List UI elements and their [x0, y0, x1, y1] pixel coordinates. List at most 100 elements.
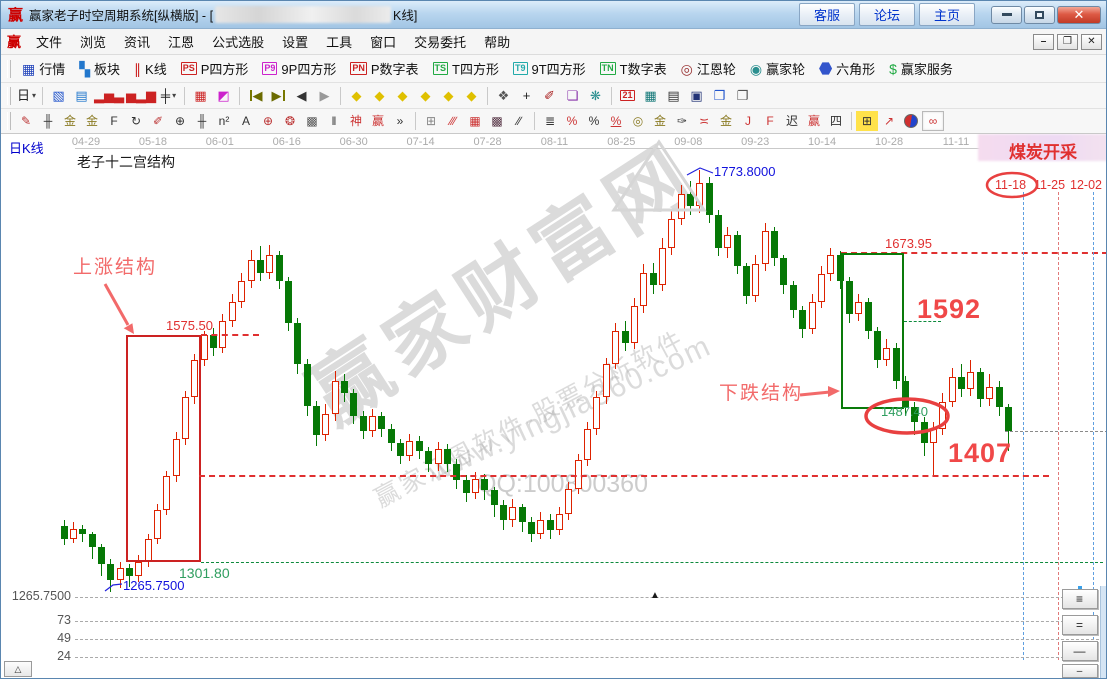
pane-layout-3-button[interactable]: ≡ — [1062, 589, 1098, 609]
channel-tool[interactable]: ≍ — [693, 111, 715, 131]
gold-line-tool[interactable]: 金 — [649, 111, 671, 131]
diamond-compress-tool[interactable]: ◆ — [414, 85, 437, 107]
nine-t-square-button[interactable]: T9 9T四方形 — [506, 57, 593, 81]
angle-measure-tool[interactable]: ✐ — [538, 85, 561, 107]
quote-tool[interactable]: ‖ — [323, 111, 345, 131]
menu-file[interactable]: 文件 — [36, 35, 63, 50]
infinity-icon[interactable]: ∞ — [922, 111, 944, 131]
f-fence-tool[interactable]: F — [103, 111, 125, 131]
homepage-button[interactable]: 主页 — [918, 3, 975, 26]
bars-3-icon[interactable]: ▂▅▃ — [93, 85, 125, 107]
winner-wheel-button[interactable]: ◉ 赢家轮 — [743, 57, 812, 81]
forum-button[interactable]: 论坛 — [858, 3, 915, 26]
customer-service-button[interactable]: 客服 — [798, 3, 855, 26]
hexagon-button[interactable]: 六角形 — [812, 57, 882, 81]
kline-button[interactable]: ∥ K线 — [127, 57, 174, 81]
go-first-button[interactable]: ◀ — [244, 85, 267, 107]
diamond-left-tool[interactable]: ◆ — [345, 85, 368, 107]
menu-trade-order[interactable]: 交易委托 — [414, 35, 467, 50]
smart-brain-icon[interactable]: ❋ — [584, 85, 607, 107]
brush-tool[interactable]: ✎ — [15, 111, 37, 131]
web-star-tool[interactable]: ❂ — [279, 111, 301, 131]
rays-tool[interactable]: ∕∕∕ — [442, 111, 464, 131]
go-last-button[interactable]: ▶ — [267, 85, 290, 107]
child-close-button[interactable]: ✕ — [1081, 33, 1102, 50]
calculator-button[interactable]: ▦ — [639, 85, 662, 107]
bars-9-icon[interactable]: ▅▂▆ — [125, 85, 157, 107]
shen-tool[interactable]: 神 — [345, 111, 367, 131]
web-button[interactable]: ❒ — [708, 85, 731, 107]
yinyang-icon[interactable] — [900, 111, 922, 131]
pane-layout-min-button[interactable]: – — [1062, 664, 1098, 678]
child-restore-button[interactable]: ❐ — [1057, 33, 1078, 50]
period-day-dropdown[interactable]: 日 ▾ — [15, 85, 38, 107]
gold-angle-tool[interactable]: 金 — [715, 111, 737, 131]
f-angle-tool[interactable]: F — [759, 111, 781, 131]
vertical-scrollbar[interactable] — [1100, 586, 1106, 678]
circle-cross-tool[interactable]: ⊕ — [257, 111, 279, 131]
ladder-tool[interactable]: ≣ — [539, 111, 561, 131]
pane-layout-2-button[interactable]: = — [1062, 615, 1098, 635]
menu-gann[interactable]: 江恩 — [168, 35, 195, 50]
j-angle-tool[interactable]: J — [737, 111, 759, 131]
nine-spiral-tool[interactable]: ↻ — [125, 111, 147, 131]
print-button[interactable]: ❐ — [731, 85, 754, 107]
trend-chart-tool[interactable]: ↗ — [878, 111, 900, 131]
p-square-button[interactable]: PS P四方形 — [174, 57, 256, 81]
volume-flag-icon[interactable]: ◩ — [212, 85, 235, 107]
t-number-table-button[interactable]: TN T数字表 — [593, 57, 674, 81]
grid-red-tool[interactable]: ▦ — [464, 111, 486, 131]
ying-angle-tool[interactable]: 赢 — [803, 111, 825, 131]
winner-service-button[interactable]: $ 赢家服务 — [882, 57, 960, 81]
diamond-star-tool[interactable]: ◆ — [437, 85, 460, 107]
more-tools-chevron[interactable]: » — [389, 111, 411, 131]
menu-browse[interactable]: 浏览 — [80, 35, 107, 50]
nine-p-square-button[interactable]: P9 9P四方形 — [255, 57, 343, 81]
angle-ruler-tool[interactable]: A — [235, 111, 257, 131]
n-square-tool[interactable]: n² — [213, 111, 235, 131]
diamond-grid-tool[interactable]: ◆ — [460, 85, 483, 107]
diamond-right-tool[interactable]: ◆ — [368, 85, 391, 107]
prev-button[interactable]: ◀ — [290, 85, 313, 107]
notes-icon[interactable]: ▤ — [70, 85, 93, 107]
gold-fence-2-tool[interactable]: 金 — [81, 111, 103, 131]
gann-wheel-button[interactable]: ◎ 江恩轮 — [674, 57, 743, 81]
percent-tool[interactable]: % — [583, 111, 605, 131]
minimize-button[interactable] — [991, 5, 1022, 24]
pane-expand-button[interactable]: △ — [4, 661, 32, 677]
calendar-21-button[interactable]: 21 — [616, 85, 639, 107]
restore-button[interactable] — [1024, 5, 1055, 24]
p-number-table-button[interactable]: PN P数字表 — [343, 57, 425, 81]
menu-window[interactable]: 窗口 — [370, 35, 397, 50]
menu-news[interactable]: 资讯 — [124, 35, 151, 50]
pane-layout-1-button[interactable]: — — [1062, 641, 1098, 661]
menu-formula-picker[interactable]: 公式选股 — [212, 35, 265, 50]
menu-help[interactable]: 帮助 — [484, 35, 511, 50]
percent-line-tool[interactable]: % — [605, 111, 627, 131]
menu-settings[interactable]: 设置 — [282, 35, 309, 50]
pattern-icon[interactable]: ▧ — [47, 85, 70, 107]
diamond-expand-tool[interactable]: ◆ — [391, 85, 414, 107]
crosshair-tool[interactable]: + — [515, 85, 538, 107]
sectors-button[interactable]: ▚ 板块 — [72, 57, 127, 81]
menu-tools[interactable]: 工具 — [326, 35, 353, 50]
ink-tool[interactable]: ✑ — [671, 111, 693, 131]
market-quotes-button[interactable]: ▦ 行情 — [15, 57, 72, 81]
ying-tool[interactable]: 赢 — [367, 111, 389, 131]
t-square-button[interactable]: TS T四方形 — [426, 57, 506, 81]
grid-dark-tool[interactable]: ▩ — [486, 111, 508, 131]
red-pen-tool[interactable]: ✐ — [147, 111, 169, 131]
four-angle-tool[interactable]: 四 — [825, 111, 847, 131]
speed-angle-tool[interactable]: 迟 — [781, 111, 803, 131]
dense-fence-tool[interactable]: ╫ — [191, 111, 213, 131]
red-pattern-icon[interactable]: ▦ — [189, 85, 212, 107]
candle-style-dropdown[interactable]: ╪ ▾ — [157, 85, 180, 107]
report-button[interactable]: ▤ — [662, 85, 685, 107]
close-button[interactable]: ✕ — [1057, 5, 1101, 24]
circle-fence-tool[interactable]: ⊕ — [169, 111, 191, 131]
yellow-grid-tool[interactable]: ⊞ — [856, 111, 878, 131]
gold-circle-tool[interactable]: ◎ — [627, 111, 649, 131]
fence-tool[interactable]: ╫ — [37, 111, 59, 131]
box-tool[interactable]: ⊞ — [420, 111, 442, 131]
parallel-tool[interactable]: ∕∕ — [508, 111, 530, 131]
